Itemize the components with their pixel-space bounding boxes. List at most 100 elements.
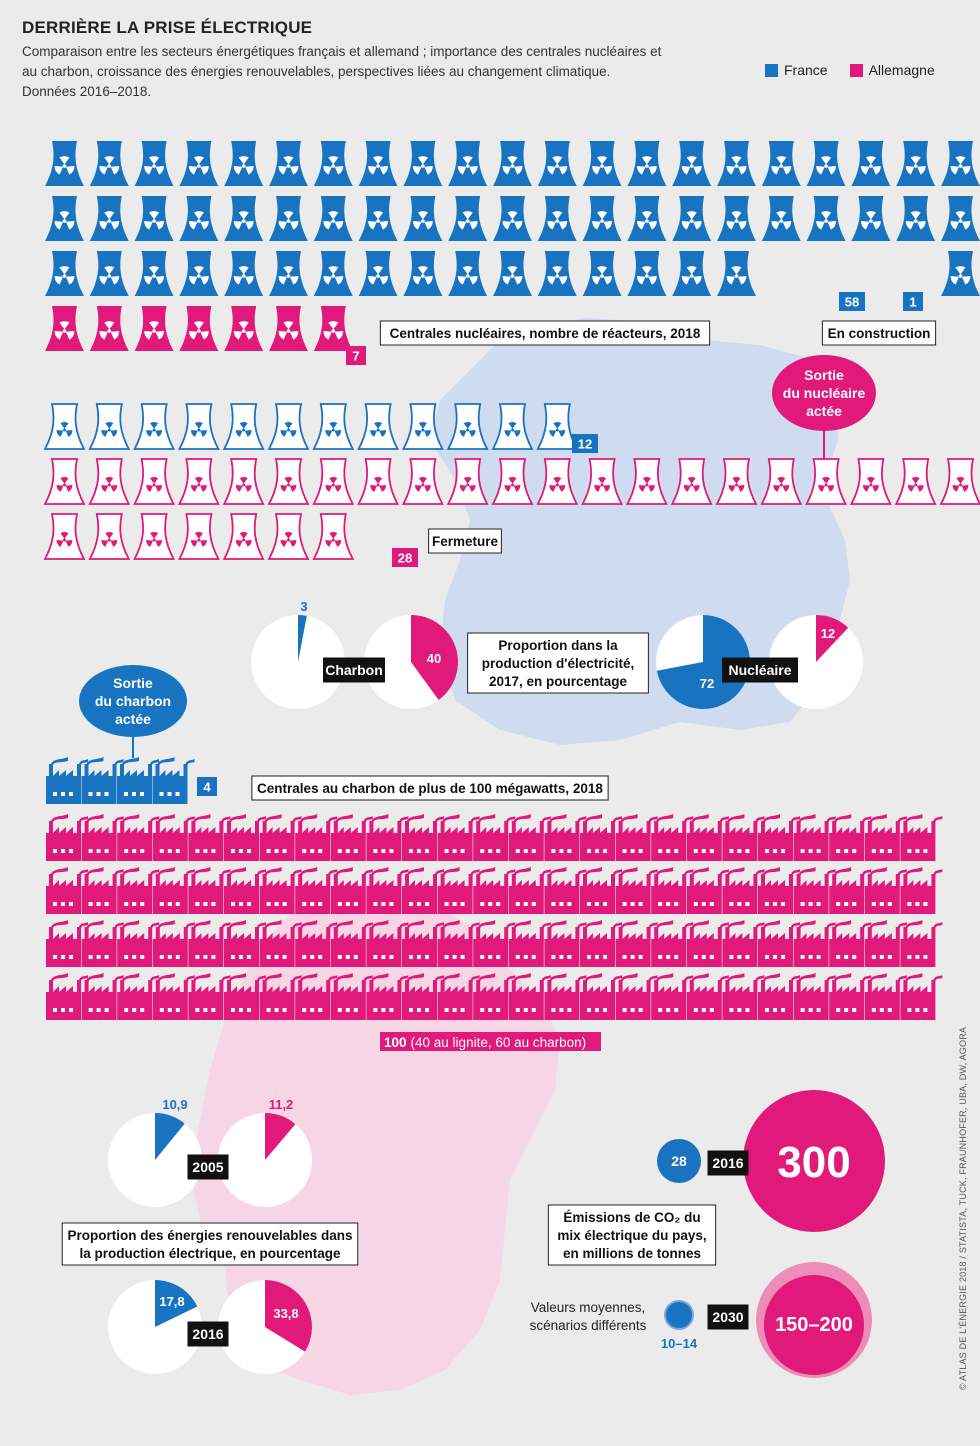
factory-icon-germany bbox=[829, 867, 872, 914]
factory-icon-germany bbox=[152, 973, 195, 1020]
label-co2-2030-text: 2030 bbox=[712, 1309, 743, 1325]
note-co2: Valeurs moyennes, scénarios différents bbox=[530, 1300, 647, 1333]
annotation-nuclear-exit: Sortie du nucléaire actée bbox=[772, 355, 876, 460]
factory-icon-germany bbox=[330, 920, 373, 967]
factory-icon-germany bbox=[864, 814, 907, 861]
reactor-icon-germany bbox=[269, 306, 308, 351]
badge-france-closures-text: 12 bbox=[578, 437, 592, 452]
reactor-icon-france bbox=[224, 251, 264, 296]
label-co2-2016-text: 2016 bbox=[712, 1155, 743, 1171]
factory-icon-germany bbox=[259, 973, 302, 1020]
factory-icon-germany bbox=[580, 920, 622, 967]
reactor-icon-france bbox=[806, 141, 846, 186]
factory-icon-germany bbox=[829, 814, 872, 861]
reactor-outline-icon-germany bbox=[849, 458, 892, 505]
reactor-closures bbox=[43, 403, 980, 560]
reactor-icon-france bbox=[224, 141, 264, 186]
label-production-share-text: Proportion dans la production d'électrici… bbox=[482, 638, 634, 689]
reactor-icon-france bbox=[672, 196, 712, 241]
reactor-outline-icon-germany bbox=[670, 458, 713, 505]
factory-icon-germany bbox=[473, 920, 516, 967]
reactor-outline-icon-germany bbox=[312, 513, 355, 560]
factory-icon-germany bbox=[580, 814, 622, 861]
factory-icon-germany bbox=[722, 867, 765, 914]
factory-icon-germany bbox=[188, 973, 231, 1020]
factory-icon-germany bbox=[152, 867, 195, 914]
factory-icon-germany bbox=[259, 920, 302, 967]
pie-nuclear-germany bbox=[769, 615, 863, 709]
value-co2-2030-germany: 150–200 bbox=[775, 1314, 853, 1336]
factory-icon-germany bbox=[544, 973, 587, 1020]
factory-icon-germany bbox=[580, 867, 622, 914]
factory-icon-germany bbox=[402, 814, 444, 861]
factory-icon-germany bbox=[508, 814, 551, 861]
pie-nuclear-france-slice bbox=[656, 615, 750, 709]
factory-icon-germany bbox=[46, 867, 88, 914]
legend: France Allemagne bbox=[765, 62, 935, 78]
factory-icon-germany bbox=[402, 867, 444, 914]
reactor-icon-france bbox=[313, 196, 353, 241]
reactor-outline-icon-france bbox=[222, 403, 265, 450]
reactor-outline-icon-france bbox=[401, 403, 444, 450]
value-co2-2016-germany: 300 bbox=[777, 1138, 850, 1187]
reactor-icon-germany bbox=[134, 306, 174, 351]
reactor-outline-icon-france bbox=[267, 403, 310, 450]
reactor-icon-france bbox=[627, 141, 667, 186]
badge-france-reactors: 58 bbox=[839, 292, 865, 311]
factory-icon-germany bbox=[224, 867, 266, 914]
reactor-outline-icon-germany bbox=[177, 458, 220, 505]
reactor-outline-icon-germany bbox=[88, 513, 131, 560]
value-renew-2016-france: 17,8 bbox=[159, 1294, 184, 1309]
factory-icon-germany bbox=[758, 920, 800, 967]
reactor-icon-germany bbox=[224, 306, 264, 351]
annotation-coal-exit-text: Sortie du charbon actée bbox=[95, 675, 171, 727]
reactor-outline-icon-france bbox=[177, 403, 220, 450]
label-coal: Charbon bbox=[323, 657, 385, 683]
reactor-icon-france bbox=[89, 141, 129, 186]
reactor-icon-france bbox=[45, 141, 84, 186]
factory-icon-germany bbox=[580, 973, 622, 1020]
reactor-icon-france bbox=[403, 141, 443, 186]
reactor-icon-france bbox=[672, 141, 712, 186]
legend-item-france: France bbox=[765, 62, 828, 78]
factory-icon-germany bbox=[437, 920, 480, 967]
badge-france-closures: 12 bbox=[572, 434, 598, 453]
label-coal-text: Charbon bbox=[325, 662, 383, 678]
reactor-outline-icon-france bbox=[491, 403, 534, 450]
reactor-icon-france bbox=[179, 141, 219, 186]
factory-icon-germany bbox=[437, 973, 480, 1020]
label-2005-text: 2005 bbox=[192, 1159, 223, 1175]
badge-france-coal-text: 4 bbox=[203, 780, 211, 795]
factory-icon-germany bbox=[259, 814, 302, 861]
factory-icon-germany bbox=[686, 920, 729, 967]
reactor-outline-icon-france bbox=[446, 403, 489, 450]
factory-icon-germany bbox=[188, 814, 231, 861]
label-co2-2030: 2030 bbox=[707, 1304, 749, 1330]
factory-icon-france bbox=[81, 757, 124, 804]
reactor-icon-france bbox=[134, 141, 174, 186]
pie-nuclear-germany-slice bbox=[816, 615, 849, 662]
badge-germany-reactors-text: 7 bbox=[352, 349, 359, 364]
label-co2-text: Émissions de CO₂ du mix électrique du pay… bbox=[557, 1210, 706, 1261]
value-renew-2005-germany: 11,2 bbox=[269, 1097, 294, 1112]
factory-icon-germany bbox=[793, 814, 836, 861]
pie-renew-2005-germany bbox=[218, 1113, 312, 1207]
badge-france-coal: 4 bbox=[197, 777, 217, 796]
factory-icon-germany bbox=[366, 867, 409, 914]
coal-plants bbox=[46, 757, 943, 1020]
label-construction: En construction bbox=[821, 320, 937, 346]
pie-renew-2005-france bbox=[108, 1113, 202, 1207]
reactor-icon-france bbox=[224, 196, 264, 241]
factory-icon-germany bbox=[366, 814, 409, 861]
reactor-icon-france bbox=[537, 251, 577, 296]
reactor-outline-icon-germany bbox=[267, 513, 310, 560]
factory-icon-germany bbox=[402, 920, 444, 967]
reactor-icon-france bbox=[941, 141, 980, 186]
reactor-outline-icon-germany bbox=[177, 513, 220, 560]
factory-icon-germany bbox=[686, 867, 729, 914]
reactor-icon-france bbox=[493, 251, 532, 296]
factory-icon-germany bbox=[829, 920, 872, 967]
factory-icon-germany bbox=[152, 920, 195, 967]
reactor-icon-france bbox=[134, 251, 174, 296]
factory-icon-germany bbox=[295, 920, 338, 967]
